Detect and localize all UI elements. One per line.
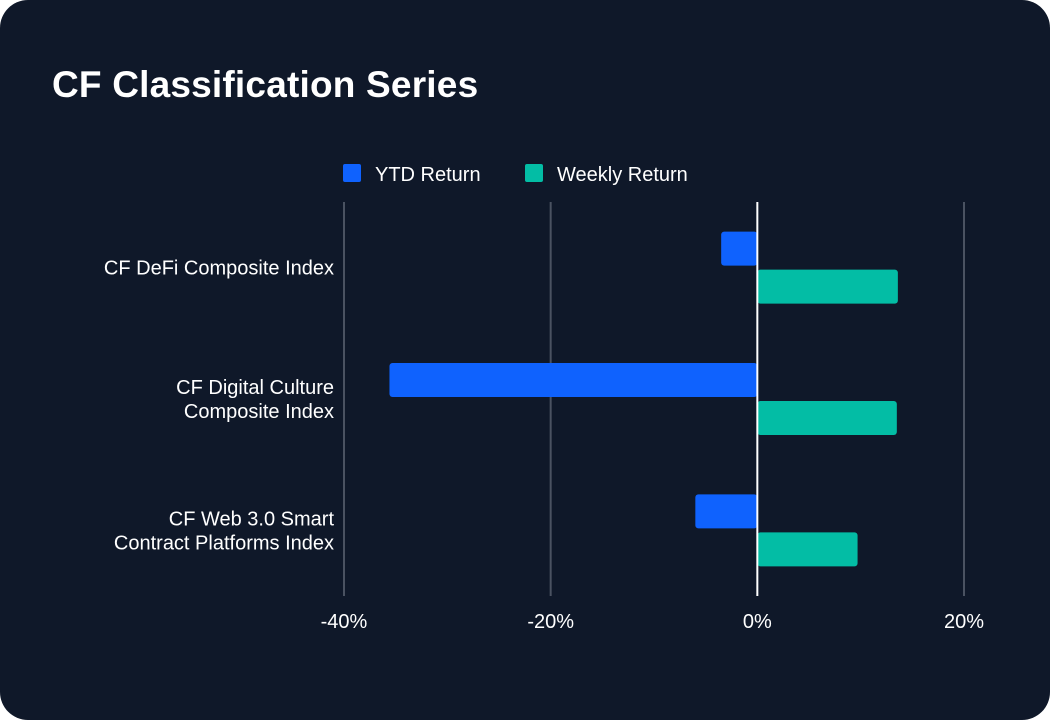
category-label: Contract Platforms Index — [114, 532, 334, 554]
category-label: CF Web 3.0 Smart — [169, 508, 335, 530]
legend-swatch — [343, 164, 361, 182]
bar-weekly-return — [757, 401, 897, 435]
bar-weekly-return — [757, 269, 898, 304]
bar-ytd-return — [695, 494, 758, 529]
x-tick-label: 20% — [944, 611, 984, 633]
category-label: CF Digital Culture — [176, 377, 334, 399]
bar-weekly-return — [757, 532, 858, 567]
legend-swatch — [525, 164, 543, 182]
x-tick-label: -40% — [321, 611, 368, 633]
legend-label: YTD Return — [375, 164, 481, 186]
x-tick-label: -20% — [527, 611, 574, 633]
bar-ytd-return — [721, 231, 758, 266]
x-tick-label: 0% — [743, 611, 772, 633]
category-label: CF DeFi Composite Index — [104, 258, 334, 280]
chart-title: CF Classification Series — [52, 64, 479, 105]
category-label: Composite Index — [184, 401, 334, 423]
legend-label: Weekly Return — [557, 164, 688, 186]
bar-ytd-return — [389, 363, 758, 397]
